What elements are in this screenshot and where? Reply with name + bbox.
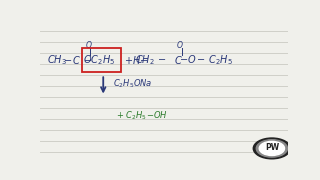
- Text: PW: PW: [265, 143, 279, 152]
- Text: $CH_2\,-\,$: $CH_2\,-\,$: [135, 53, 167, 67]
- Circle shape: [259, 141, 284, 156]
- Text: $-\,C\,-$: $-\,C\,-$: [63, 54, 92, 66]
- Text: $C_2H_5ONa$: $C_2H_5ONa$: [113, 77, 153, 89]
- Text: $C$: $C$: [174, 54, 183, 66]
- Text: $O$: $O$: [84, 39, 92, 50]
- Text: $+\ C_2H_5\!-\!OH$: $+\ C_2H_5\!-\!OH$: [116, 110, 168, 122]
- Text: $OC_2H_5$: $OC_2H_5$: [84, 53, 116, 67]
- Circle shape: [256, 140, 287, 157]
- Text: $+H\!-$: $+H\!-$: [124, 54, 149, 66]
- Bar: [82, 48, 121, 72]
- Text: $CH_3$: $CH_3$: [47, 53, 67, 67]
- Text: $O$: $O$: [176, 39, 184, 50]
- Circle shape: [253, 138, 291, 159]
- Text: $-O-\,C_2H_5$: $-O-\,C_2H_5$: [179, 53, 233, 67]
